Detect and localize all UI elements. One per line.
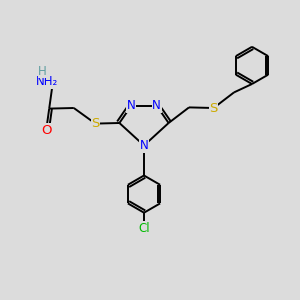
Text: S: S	[209, 101, 218, 115]
Text: N: N	[152, 99, 161, 112]
Text: O: O	[41, 124, 52, 137]
Text: H: H	[38, 65, 47, 78]
Text: N: N	[140, 139, 148, 152]
Text: NH₂: NH₂	[36, 75, 58, 88]
Text: N: N	[127, 99, 136, 112]
Text: S: S	[91, 117, 100, 130]
Text: Cl: Cl	[138, 222, 150, 235]
